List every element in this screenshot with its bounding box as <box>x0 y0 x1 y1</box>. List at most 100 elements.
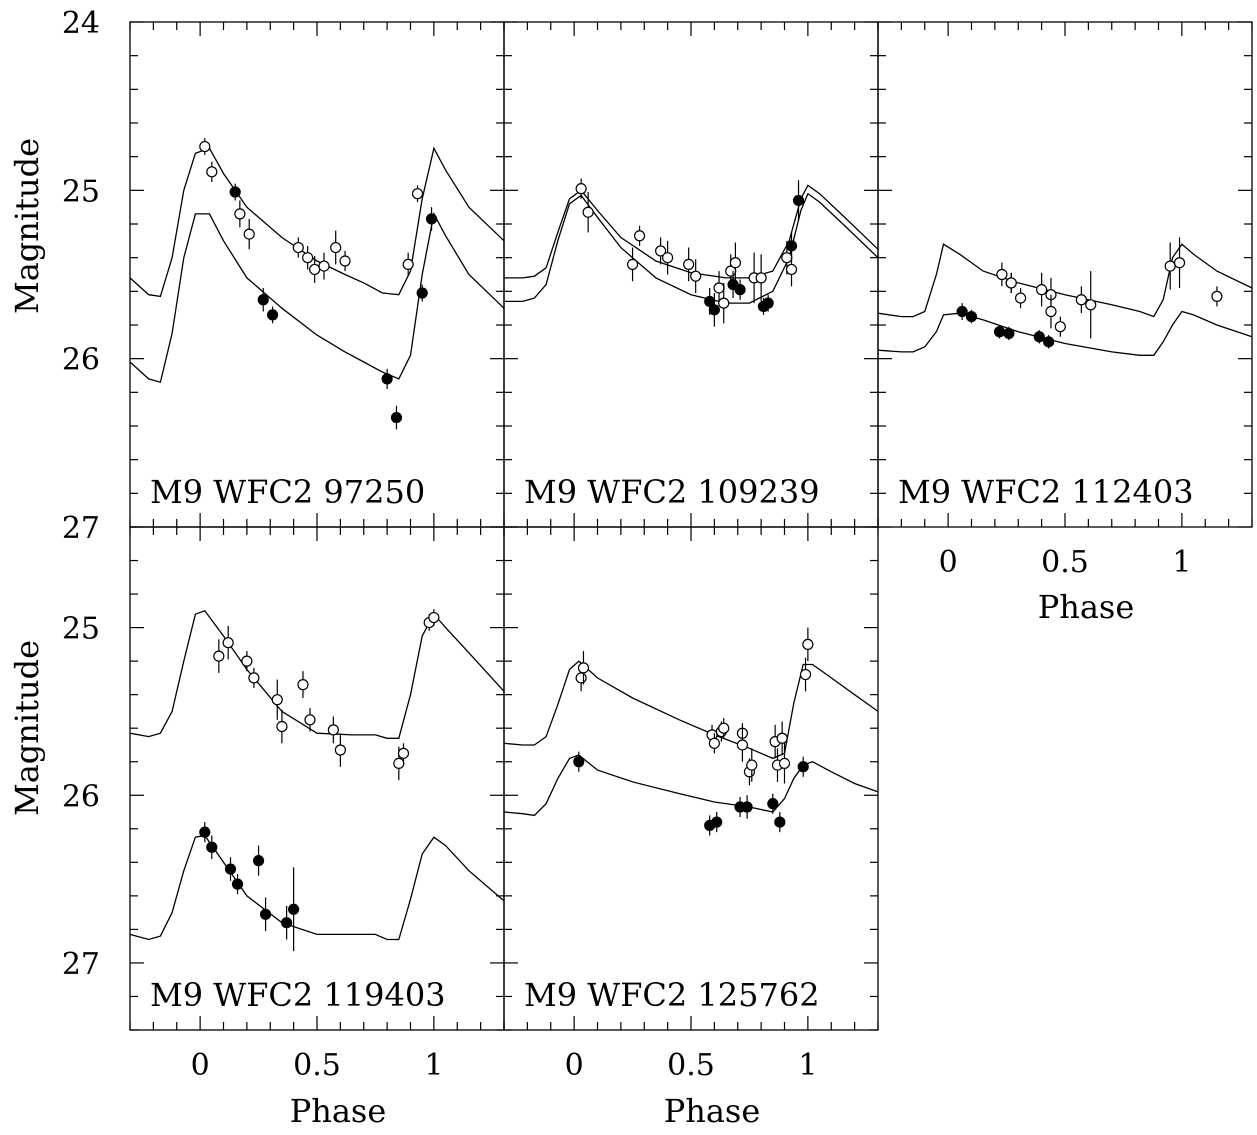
filled-data-point <box>381 368 393 389</box>
point-marker <box>393 757 405 770</box>
model-curve-1 <box>503 660 879 760</box>
filled-data-point <box>288 867 300 952</box>
open-data-point <box>1005 272 1017 294</box>
filled-data-point <box>259 897 272 932</box>
open-data-point <box>292 237 304 258</box>
point-marker <box>718 297 730 309</box>
point-marker <box>411 188 424 200</box>
point-marker <box>1036 284 1048 296</box>
panel-label: M9 WFC2 125762 <box>524 976 820 1014</box>
open-data-point <box>582 192 594 233</box>
open-data-point <box>1075 286 1087 314</box>
open-data-point <box>718 718 730 739</box>
point-marker <box>774 816 786 828</box>
model-curve-1 <box>129 146 505 298</box>
point-marker <box>1173 257 1186 269</box>
filled-data-point <box>425 207 438 231</box>
point-marker <box>626 258 639 270</box>
open-data-point <box>802 627 814 662</box>
open-data-point <box>577 651 590 685</box>
point-marker <box>956 305 968 318</box>
open-data-point <box>234 200 246 228</box>
point-marker <box>767 798 779 810</box>
point-marker <box>1054 321 1066 333</box>
x-axis-label-panel-4: Phase <box>290 1092 387 1130</box>
point-marker <box>390 411 403 424</box>
panel-frame <box>129 526 505 1031</box>
point-marker <box>257 294 269 306</box>
open-data-point <box>683 247 695 282</box>
point-marker <box>683 258 695 270</box>
point-marker <box>213 650 225 662</box>
y-tick-label: 24 <box>62 6 100 41</box>
open-data-point <box>1014 287 1027 309</box>
open-data-point <box>243 218 255 250</box>
filled-data-point <box>785 232 798 260</box>
point-marker <box>690 270 702 282</box>
open-data-point <box>302 245 314 270</box>
y-axis-label-top: Magnitude <box>8 138 46 314</box>
filled-data-point <box>956 303 968 320</box>
point-marker <box>799 668 812 681</box>
point-marker <box>402 258 414 270</box>
point-marker <box>736 739 749 751</box>
y-tick-label: 25 <box>62 174 100 209</box>
point-marker <box>785 240 798 252</box>
point-marker <box>243 228 255 240</box>
open-data-point <box>655 237 667 265</box>
open-data-point <box>309 255 321 283</box>
open-data-point <box>339 250 351 272</box>
panel-label: M9 WFC2 112403 <box>898 473 1194 511</box>
model-curve-2 <box>504 192 879 304</box>
point-marker <box>655 245 667 257</box>
open-data-point <box>633 225 646 246</box>
open-data-point <box>206 161 218 182</box>
point-marker <box>762 297 774 309</box>
point-marker <box>785 263 798 276</box>
panel-label: M9 WFC2 119403 <box>150 976 446 1014</box>
model-curve-2 <box>503 754 879 817</box>
point-marker <box>206 841 218 853</box>
y-tick-label: 27 <box>62 511 100 546</box>
open-data-point <box>304 708 316 732</box>
open-data-point <box>1036 272 1048 307</box>
open-data-point <box>575 178 587 199</box>
point-marker <box>802 638 814 650</box>
point-marker <box>381 373 393 385</box>
point-marker <box>297 679 309 691</box>
filled-data-point <box>767 793 779 814</box>
open-data-point <box>1054 316 1066 337</box>
open-data-point <box>271 679 283 720</box>
filled-data-point <box>1033 330 1045 344</box>
point-marker <box>248 672 260 684</box>
point-marker <box>711 816 723 828</box>
point-marker <box>199 826 211 838</box>
model-curve-1 <box>877 243 1253 318</box>
open-data-point <box>1045 294 1057 329</box>
open-data-point <box>690 259 702 294</box>
point-marker <box>1043 336 1055 348</box>
model-curve-1 <box>504 184 879 279</box>
point-marker <box>1045 305 1057 318</box>
filled-data-point <box>199 822 211 843</box>
point-marker <box>222 637 234 649</box>
point-marker <box>318 260 330 272</box>
x-axis-label-panel-3: Phase <box>1038 588 1135 626</box>
panel-1: 24 25 26 27 M9 WFC2 97250 <box>62 6 505 546</box>
point-marker <box>288 903 300 915</box>
figure-labels: Magnitude Magnitude Phase Phase Phase <box>8 138 1134 1130</box>
point-marker <box>229 186 241 198</box>
filled-data-point <box>281 905 293 940</box>
open-data-point <box>428 609 440 626</box>
x-axis-label-panel-5: Phase <box>664 1092 761 1130</box>
open-data-point <box>736 728 749 762</box>
filled-data-point <box>797 756 809 777</box>
point-marker <box>993 326 1006 338</box>
point-marker <box>309 263 321 276</box>
point-marker <box>302 252 314 264</box>
point-marker <box>781 252 793 264</box>
point-marker <box>334 744 346 756</box>
open-data-point <box>1173 237 1186 288</box>
filled-data-point <box>741 795 753 819</box>
y-tick-label: 26 <box>62 343 100 378</box>
